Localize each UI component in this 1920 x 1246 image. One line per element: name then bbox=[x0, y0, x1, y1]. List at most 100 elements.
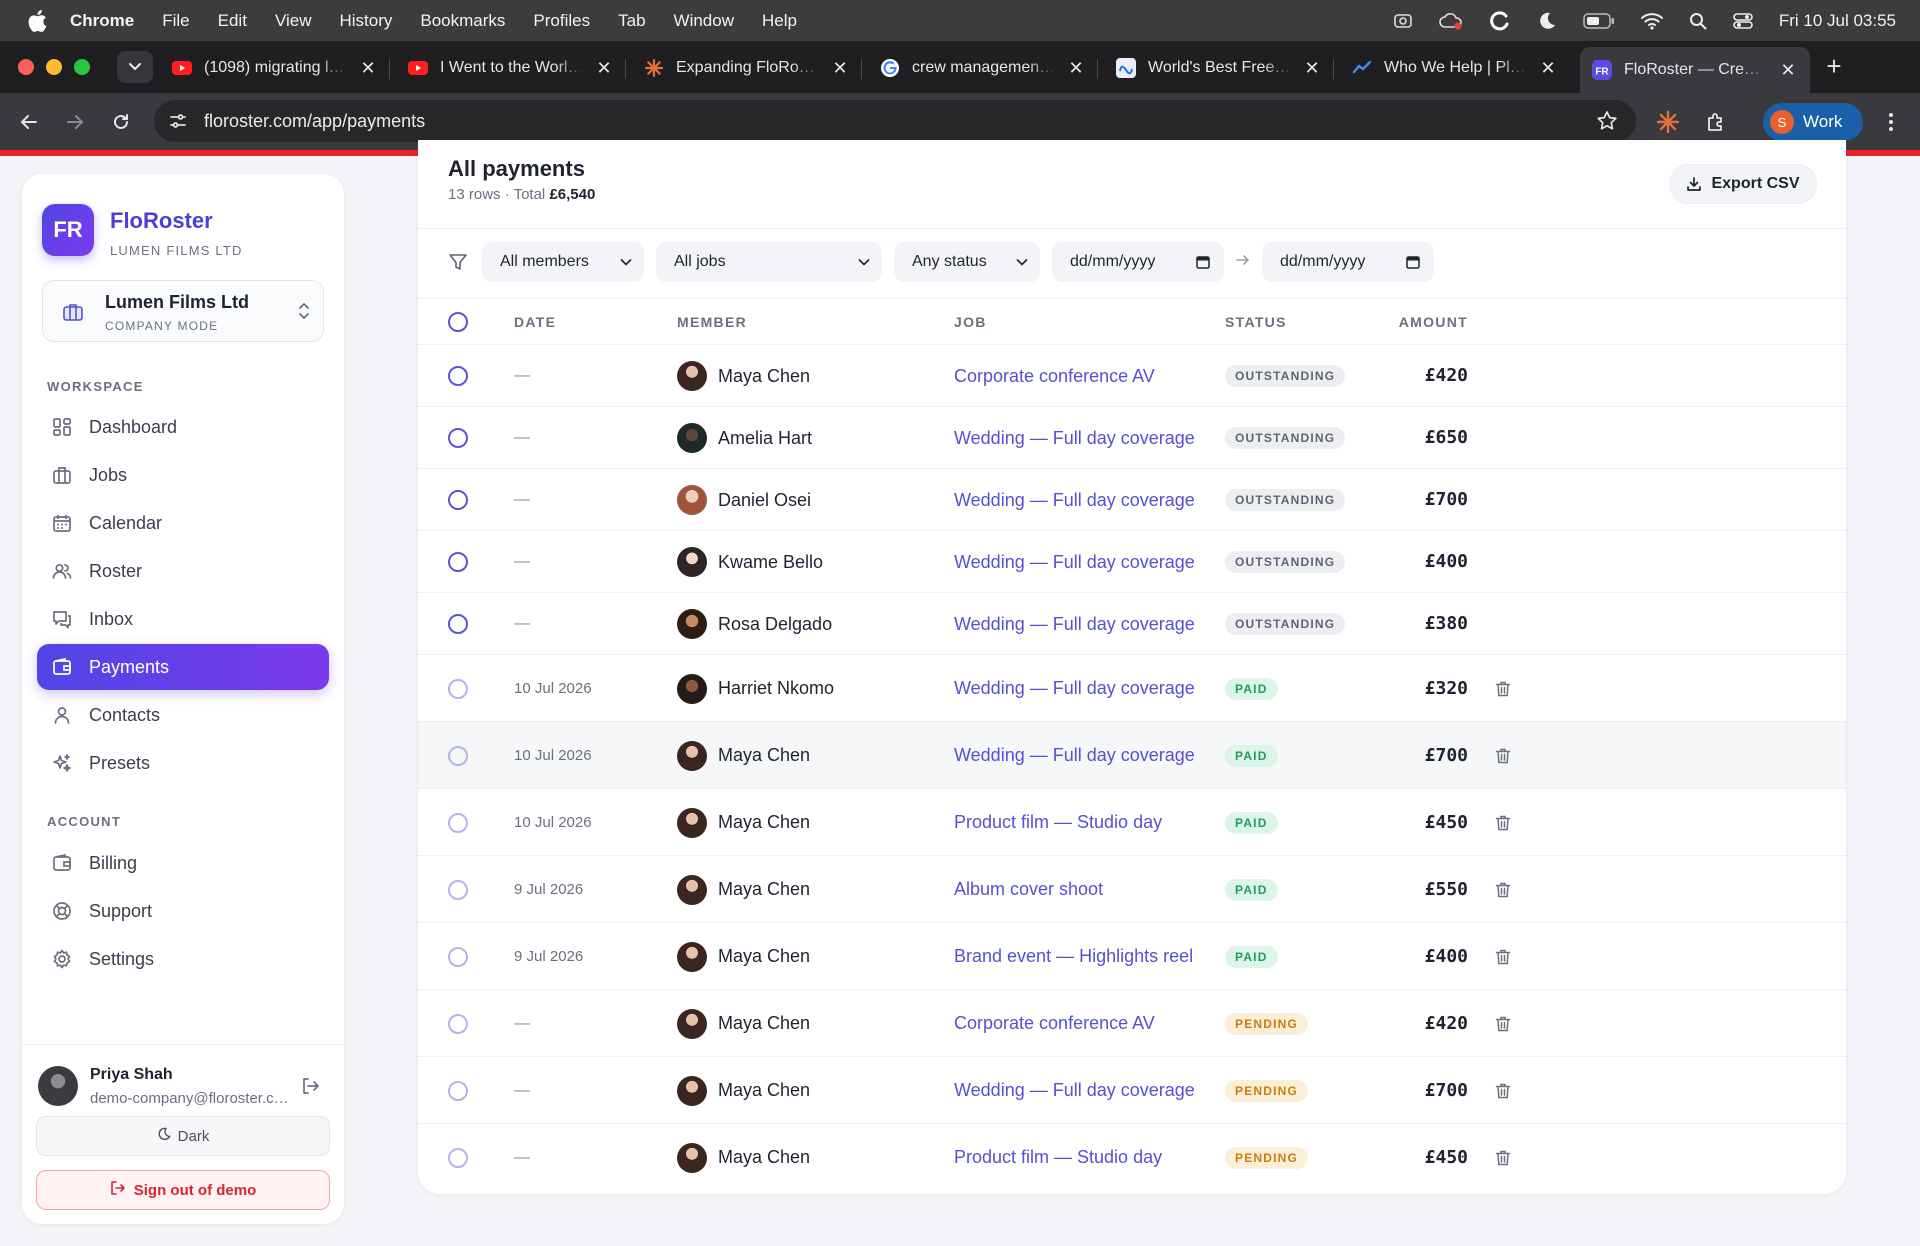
trash-icon[interactable] bbox=[1494, 680, 1512, 698]
table-row[interactable]: — Daniel Osei Wedding — Full day coverage £… bbox=[418, 468, 1846, 530]
table-row[interactable]: 10 Jul 2026 Maya Chen Wedding — Full day c… bbox=[418, 721, 1846, 788]
browser-tab[interactable]: Who We Help | Planday ✕ bbox=[1340, 47, 1570, 89]
row-checkbox[interactable] bbox=[448, 1080, 468, 1101]
browser-tab[interactable]: (1098) migrating lovable ✕ bbox=[160, 47, 390, 89]
calendar-icon[interactable] bbox=[1406, 255, 1420, 269]
browser-tab-active[interactable]: FR FloRoster — Crew, shifts ✕ bbox=[1580, 47, 1810, 93]
nav-jobs[interactable]: Jobs bbox=[37, 452, 329, 498]
job-link[interactable]: Album cover shoot bbox=[954, 879, 1104, 899]
do-not-disturb-icon[interactable] bbox=[1537, 11, 1557, 31]
menu-file[interactable]: File bbox=[162, 10, 190, 30]
menubar-clock[interactable]: Fri 10 Jul 03:55 bbox=[1778, 10, 1896, 30]
forward-button[interactable] bbox=[60, 107, 90, 137]
window-minimize-button[interactable] bbox=[46, 59, 62, 75]
row-checkbox[interactable] bbox=[448, 490, 468, 510]
menu-tab[interactable]: Tab bbox=[618, 10, 646, 30]
logout-icon[interactable] bbox=[300, 1076, 320, 1101]
close-icon[interactable]: ✕ bbox=[596, 57, 612, 78]
menu-view[interactable]: View bbox=[274, 10, 312, 30]
row-checkbox[interactable] bbox=[448, 552, 468, 572]
nav-payments[interactable]: Payments bbox=[37, 644, 329, 690]
spotlight-search-icon[interactable] bbox=[1689, 12, 1707, 30]
row-checkbox[interactable] bbox=[448, 1013, 468, 1034]
job-link[interactable]: Wedding — Full day coverage bbox=[954, 551, 1195, 572]
nav-calendar[interactable]: Calendar bbox=[37, 500, 329, 546]
nav-presets[interactable]: Presets bbox=[37, 740, 329, 786]
trash-icon[interactable] bbox=[1494, 948, 1512, 966]
url-text[interactable]: floroster.com/app/payments bbox=[204, 110, 426, 131]
menu-app-name[interactable]: Chrome bbox=[70, 10, 135, 30]
wifi-icon[interactable] bbox=[1640, 12, 1663, 30]
job-link[interactable]: Wedding — Full day coverage bbox=[954, 745, 1195, 765]
trash-icon[interactable] bbox=[1494, 747, 1512, 765]
date-from-input[interactable]: dd/mm/yyyy bbox=[1052, 242, 1224, 282]
row-checkbox[interactable] bbox=[448, 366, 468, 386]
table-row[interactable]: 10 Jul 2026 Harriet Nkomo Wedding — Full d… bbox=[418, 654, 1846, 721]
job-filter-select[interactable]: All jobs bbox=[656, 242, 882, 282]
menu-help[interactable]: Help bbox=[762, 10, 797, 30]
trash-icon[interactable] bbox=[1494, 1082, 1512, 1100]
column-header-status[interactable]: STATUS bbox=[1225, 314, 1287, 330]
table-row[interactable]: 10 Jul 2026 Maya Chen Product film — Studi… bbox=[418, 788, 1846, 855]
column-header-date[interactable]: DATE bbox=[514, 314, 557, 330]
menu-history[interactable]: History bbox=[339, 10, 393, 30]
table-row[interactable]: — Maya Chen Corporate conference AV £420 OUT… bbox=[418, 344, 1846, 406]
menu-window[interactable]: Window bbox=[673, 10, 734, 30]
column-header-amount[interactable]: AMOUNT bbox=[1398, 314, 1468, 330]
address-bar[interactable]: floroster.com/app/payments bbox=[154, 100, 1636, 142]
bookmark-star-icon[interactable] bbox=[1596, 110, 1618, 137]
apple-menu-icon[interactable] bbox=[24, 8, 50, 34]
browser-tab[interactable]: Expanding FloRoster ✕ bbox=[632, 47, 862, 89]
trash-icon[interactable] bbox=[1494, 1149, 1512, 1167]
job-link[interactable]: Wedding — Full day coverage bbox=[954, 489, 1195, 510]
job-link[interactable]: Wedding — Full day coverage bbox=[954, 427, 1195, 448]
nav-inbox[interactable]: Inbox bbox=[37, 596, 329, 642]
browser-tab[interactable]: I Went to the World Cup ✕ bbox=[396, 47, 626, 89]
creative-cloud-icon[interactable] bbox=[1439, 11, 1463, 31]
row-checkbox[interactable] bbox=[448, 678, 468, 699]
sign-out-button[interactable]: Sign out of demo bbox=[36, 1170, 330, 1210]
nav-contacts[interactable]: Contacts bbox=[37, 692, 329, 738]
table-row[interactable]: — Maya Chen Corporate conference AV £420 PEN… bbox=[418, 989, 1846, 1056]
row-checkbox[interactable] bbox=[448, 614, 468, 634]
trash-icon[interactable] bbox=[1494, 881, 1512, 899]
nav-dashboard[interactable]: Dashboard bbox=[37, 404, 329, 450]
table-row[interactable]: 9 Jul 2026 Maya Chen Brand event — Highlig… bbox=[418, 922, 1846, 989]
close-icon[interactable]: ✕ bbox=[360, 57, 376, 78]
select-all-checkbox[interactable] bbox=[448, 312, 468, 332]
close-icon[interactable]: ✕ bbox=[1068, 57, 1084, 78]
extensions-puzzle-icon[interactable] bbox=[1702, 108, 1730, 136]
screen-record-icon[interactable] bbox=[1393, 11, 1413, 31]
sync-app-icon[interactable] bbox=[1489, 10, 1511, 32]
job-link[interactable]: Corporate conference AV bbox=[954, 365, 1155, 386]
menu-edit[interactable]: Edit bbox=[217, 10, 247, 30]
column-header-job[interactable]: JOB bbox=[954, 314, 987, 330]
member-filter-select[interactable]: All members bbox=[482, 242, 644, 282]
job-link[interactable]: Wedding — Full day coverage bbox=[954, 678, 1195, 698]
browser-tab[interactable]: World's Best Free Email ✕ bbox=[1104, 47, 1334, 89]
nav-billing[interactable]: Billing bbox=[37, 840, 329, 886]
back-button[interactable] bbox=[14, 107, 44, 137]
close-icon[interactable]: ✕ bbox=[1540, 57, 1556, 78]
job-link[interactable]: Product film — Studio day bbox=[954, 812, 1163, 832]
calendar-icon[interactable] bbox=[1196, 255, 1210, 269]
table-row[interactable]: — Maya Chen Wedding — Full day coverage £70… bbox=[418, 1056, 1846, 1123]
close-icon[interactable]: ✕ bbox=[1780, 59, 1796, 80]
row-checkbox[interactable] bbox=[448, 745, 468, 766]
column-header-member[interactable]: MEMBER bbox=[677, 314, 748, 330]
browser-tab[interactable]: crew management app ✕ bbox=[868, 47, 1098, 89]
job-link[interactable]: Brand event — Highlights reel bbox=[954, 946, 1194, 966]
claude-extension-icon[interactable] bbox=[1654, 108, 1682, 136]
row-checkbox[interactable] bbox=[448, 1147, 468, 1168]
new-tab-button[interactable]: + bbox=[1826, 51, 1842, 81]
user-profile[interactable]: Priya Shah demo-company@floroster.com bbox=[38, 1062, 328, 1112]
close-icon[interactable]: ✕ bbox=[1304, 57, 1320, 78]
menu-bookmarks[interactable]: Bookmarks bbox=[420, 10, 506, 30]
company-switcher[interactable]: Lumen Films Ltd COMPANY MODE bbox=[42, 280, 324, 342]
brand-header[interactable]: FR FloRoster LUMEN FILMS LTD bbox=[42, 204, 243, 258]
nav-roster[interactable]: Roster bbox=[37, 548, 329, 594]
table-row[interactable]: — Amelia Hart Wedding — Full day coverage £… bbox=[418, 406, 1846, 468]
window-close-button[interactable] bbox=[18, 59, 34, 75]
tab-search-button[interactable] bbox=[117, 51, 153, 83]
battery-icon[interactable] bbox=[1583, 12, 1615, 29]
